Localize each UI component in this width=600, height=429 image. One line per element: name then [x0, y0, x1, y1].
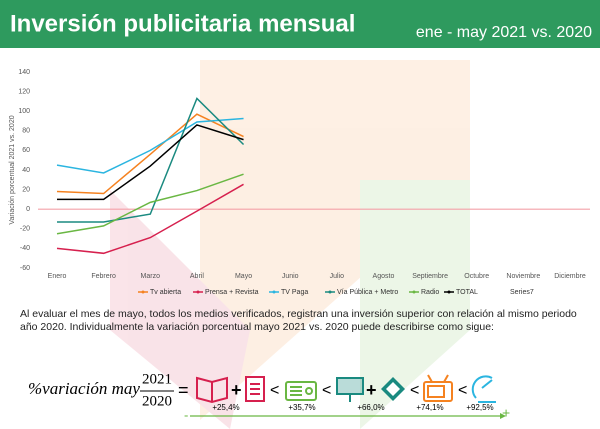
icon-book — [196, 376, 228, 404]
less-op: < — [270, 382, 279, 399]
y-tick-label: 60 — [22, 147, 30, 154]
y-tick-label: -20 — [20, 226, 30, 233]
plus-op: + — [366, 380, 377, 400]
value-label: +35,7% — [288, 403, 315, 412]
legend-label: TV Paga — [281, 289, 308, 296]
series-line — [56, 113, 244, 195]
icon-newspaper — [245, 376, 265, 402]
header-bar — [0, 0, 600, 48]
x-tick-label: Diciembre — [554, 273, 586, 280]
y-tick-label: 0 — [26, 206, 30, 213]
series-line — [56, 117, 244, 174]
title: Inversión publicitaria mensual — [10, 10, 355, 37]
legend-label: TOTAL — [456, 289, 478, 296]
x-tick-label: Enero — [48, 273, 67, 280]
legend-label: Vía Pública + Metro — [337, 289, 398, 296]
less-op: < — [458, 382, 467, 399]
legend-marker — [447, 290, 451, 294]
legend-marker — [196, 290, 200, 294]
value-label: +92,5% — [466, 403, 493, 412]
legend-label: Prensa + Revista — [205, 289, 259, 296]
series-line — [56, 183, 244, 255]
series-line — [57, 124, 244, 201]
arrow-head — [500, 413, 506, 419]
icon-metro — [381, 377, 405, 401]
watermark — [110, 60, 470, 429]
equals: = — [178, 380, 189, 400]
legend-label: Radio — [421, 289, 439, 296]
icon-tv — [423, 374, 453, 402]
x-tick-label: Marzo — [141, 273, 161, 280]
x-tick-label: Agosto — [373, 273, 395, 280]
formula-lhs: %variación may — [28, 379, 140, 398]
y-tick-label: 100 — [18, 108, 30, 115]
x-tick-label: Julio — [330, 273, 345, 280]
x-tick-label: Mayo — [235, 273, 252, 280]
y-tick-label: -60 — [20, 265, 30, 272]
legend-marker — [412, 290, 416, 294]
minus-sign: - — [184, 407, 188, 422]
series-line — [56, 173, 244, 235]
x-tick-label: Junio — [282, 273, 299, 280]
icon-billboard — [336, 377, 364, 402]
period: ene - may 2021 vs. 2020 — [416, 24, 592, 41]
plus-sign: + — [502, 405, 510, 421]
less-op: < — [410, 382, 419, 399]
x-tick-label: Abril — [190, 273, 204, 280]
legend-marker — [141, 290, 145, 294]
value-label: +66,0% — [357, 403, 384, 412]
denominator: 2020 — [142, 393, 172, 409]
x-tick-label: Noviembre — [506, 273, 540, 280]
icon-satellite — [471, 375, 496, 403]
x-tick-label: Febrero — [91, 273, 116, 280]
value-label: +25,4% — [212, 403, 239, 412]
series-line — [57, 97, 245, 223]
legend-marker — [272, 290, 276, 294]
x-tick-label: Septiembre — [412, 273, 448, 280]
y-tick-label: -40 — [20, 245, 30, 252]
less-op: < — [322, 382, 331, 399]
y-tick-label: 40 — [22, 167, 30, 174]
y-tick-label: 120 — [18, 88, 30, 95]
legend-label: Series7 — [510, 289, 534, 296]
formula: %variación may 2021 2020 = + < < + < < -… — [28, 371, 510, 422]
y-tick-label: 80 — [22, 128, 30, 135]
value-label: +74,1% — [416, 403, 443, 412]
y-tick-label: 20 — [22, 186, 30, 193]
plus-op: + — [231, 380, 242, 400]
legend-label: Tv abierta — [150, 289, 181, 296]
x-tick-label: Octubre — [464, 273, 489, 280]
paragraph: Al evaluar el mes de mayo, todos los med… — [20, 308, 577, 333]
icon-radio — [285, 381, 317, 401]
numerator: 2021 — [142, 371, 172, 387]
y-axis-label: Variación porcentual 2021 vs. 2020 — [9, 115, 16, 224]
y-tick-label: 140 — [18, 69, 30, 76]
legend-marker — [328, 290, 332, 294]
